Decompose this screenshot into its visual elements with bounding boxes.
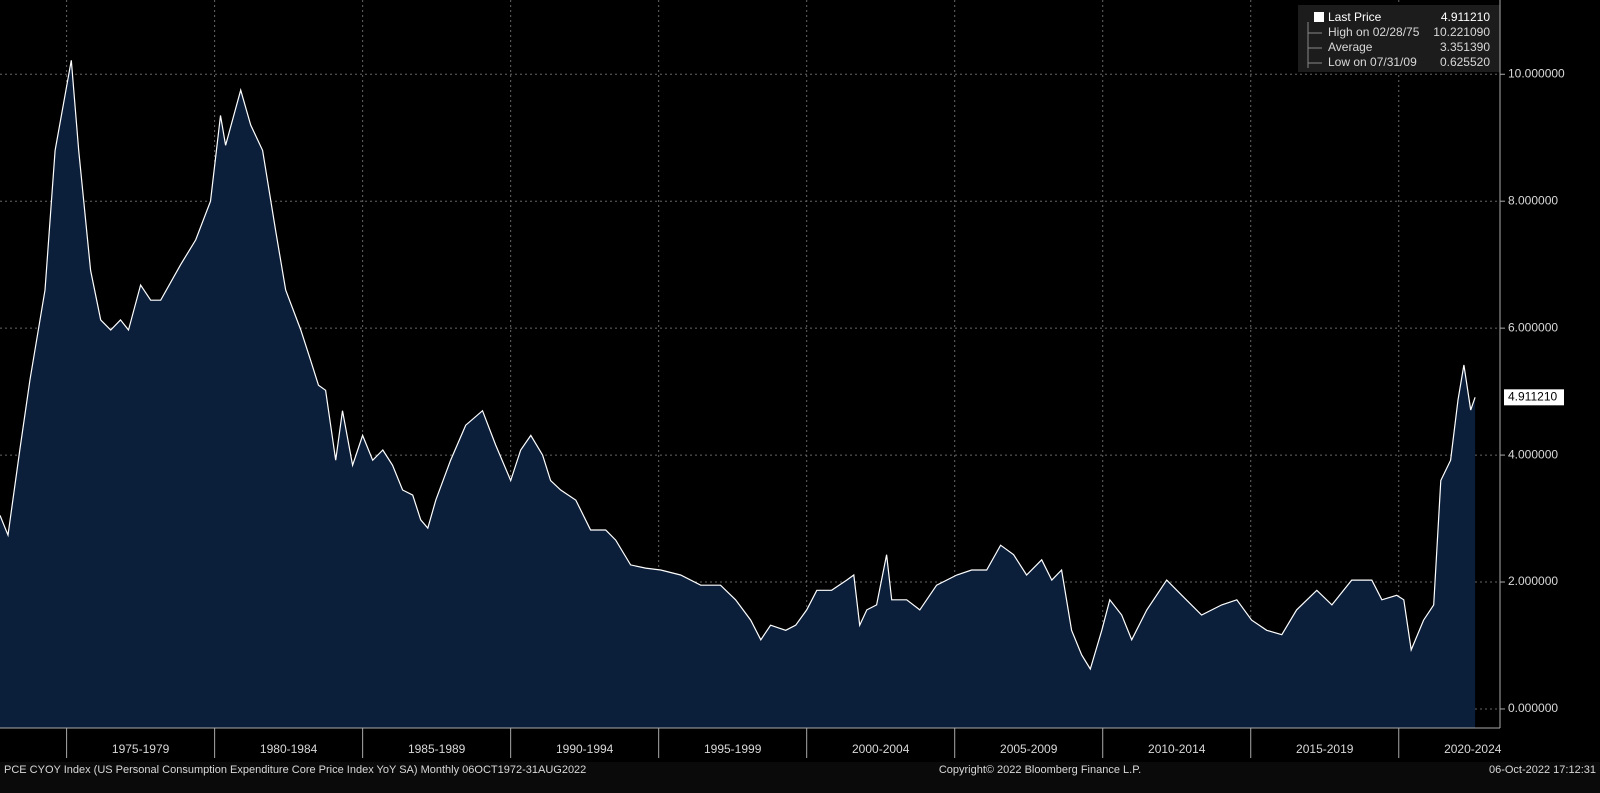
x-tick-label: 1995-1999	[704, 742, 762, 756]
x-tick-label: 2020-2024	[1444, 742, 1502, 756]
x-tick-label: 2015-2019	[1296, 742, 1354, 756]
last-value-label: 4.911210	[1508, 389, 1557, 403]
x-tick-label: 1985-1989	[408, 742, 466, 756]
x-tick-label: 1990-1994	[556, 742, 614, 756]
legend-label: Low on 07/31/09	[1328, 55, 1417, 69]
legend: Last Price 4.911210 High on 02/28/75 10.221…	[1298, 5, 1500, 72]
legend-value: 10.221090	[1433, 25, 1490, 39]
x-tick-label: 2010-2014	[1148, 742, 1206, 756]
legend-label: Last Price	[1328, 10, 1382, 24]
area	[0, 60, 1476, 729]
footer-left: PCE CYOY Index (US Personal Consumption …	[4, 764, 586, 776]
line	[0, 60, 1476, 671]
y-tick-label: 0.000000	[1508, 701, 1558, 715]
x-tick-label: 2005-2009	[1000, 742, 1058, 756]
legend-swatch	[1314, 12, 1324, 22]
footer-bar	[0, 762, 1600, 793]
legend-value: 4.911210	[1441, 10, 1490, 24]
legend-label: Average	[1328, 40, 1373, 54]
legend-box	[1298, 5, 1500, 72]
legend-value: 0.625520	[1440, 55, 1490, 69]
x-tick-label: 1980-1984	[260, 742, 318, 756]
y-tick-label: 8.000000	[1508, 193, 1558, 207]
y-tick-label: 2.000000	[1508, 574, 1558, 588]
footer-center: Copyright© 2022 Bloomberg Finance L.P.	[939, 764, 1141, 776]
footer-right: 06-Oct-2022 17:12:31	[1489, 764, 1596, 776]
x-tick-label: 1975-1979	[112, 742, 170, 756]
legend-label: High on 02/28/75	[1328, 25, 1420, 39]
x-tick-label: 2000-2004	[852, 742, 910, 756]
y-tick-label: 4.000000	[1508, 447, 1558, 461]
plot-area	[0, 0, 1500, 729]
y-tick-label: 10.000000	[1508, 66, 1565, 80]
legend-value: 3.351390	[1440, 40, 1490, 54]
y-tick-label: 6.000000	[1508, 320, 1558, 334]
last-value-badge	[1504, 389, 1564, 406]
